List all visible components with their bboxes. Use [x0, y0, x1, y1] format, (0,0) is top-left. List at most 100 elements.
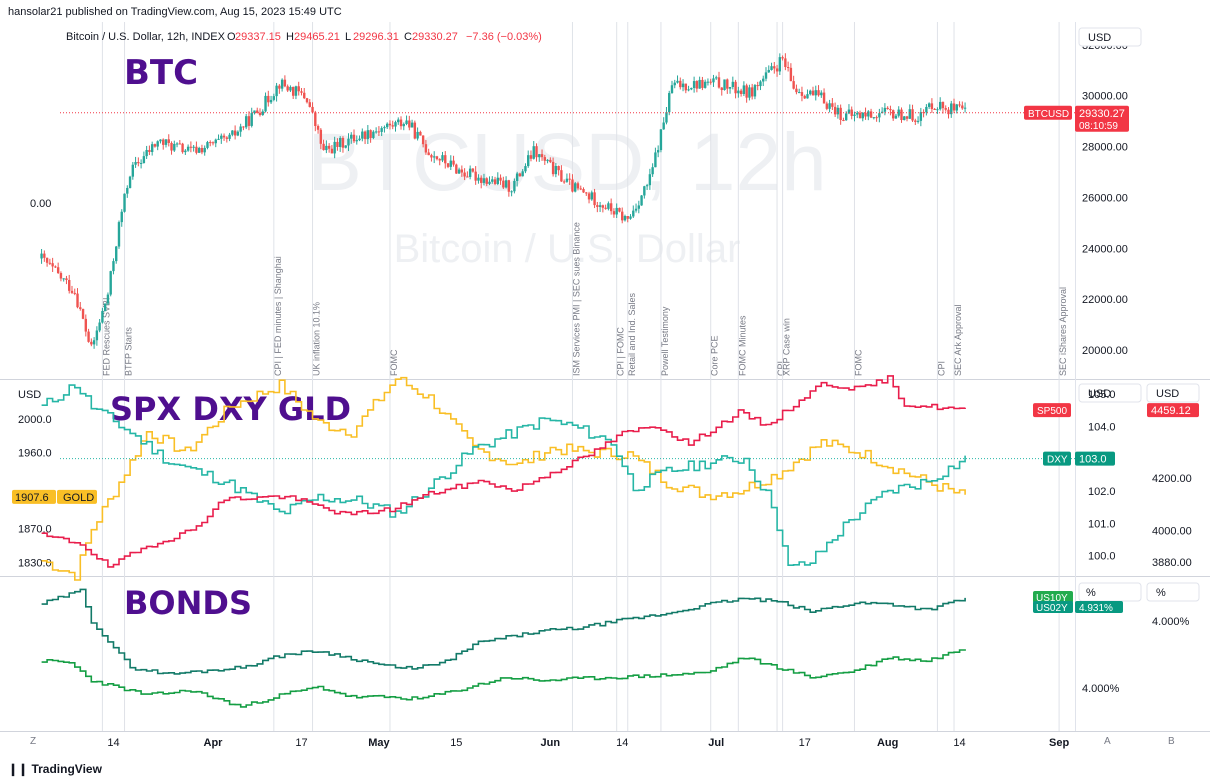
btc-candle [134, 162, 137, 165]
btc-candle [820, 92, 823, 96]
zoom-toggle-button[interactable]: Z [30, 736, 37, 747]
btc-candle [466, 176, 469, 178]
btc-candle [894, 115, 898, 119]
tradingview-logo-text: TradingView [31, 762, 102, 776]
btc-candle [593, 192, 596, 206]
btc-candle [48, 262, 52, 264]
btc-candle [950, 103, 953, 115]
btc-candle [493, 179, 497, 184]
btc-candle [308, 102, 311, 107]
btc-candle [864, 112, 867, 117]
btc-candle [612, 211, 616, 215]
btc-candle [587, 193, 591, 200]
btc-candle [59, 273, 63, 279]
macro-right-tick: 4000.00 [1152, 525, 1192, 537]
btc-candle [883, 107, 887, 112]
ohlc-key: C [404, 31, 412, 43]
us02y-name-tag: US02Y [1036, 603, 1068, 614]
btc-price-tag-box [1075, 105, 1129, 132]
btc-candle [101, 311, 104, 323]
btc-candle [916, 120, 920, 122]
annotation-label: CPI | FOMC [616, 327, 626, 376]
btc-candle [886, 107, 889, 109]
btc-candle [574, 183, 577, 192]
btc-candle [778, 57, 782, 72]
btc-candle [247, 116, 251, 126]
btc-candle [220, 135, 223, 139]
btc-candle [336, 141, 339, 147]
pane-title-macro: SPX DXY GLD [110, 390, 351, 428]
btc-candle [275, 85, 278, 97]
btc-candle [684, 83, 688, 91]
btc-candle [258, 112, 262, 115]
btc-candle [305, 98, 309, 103]
auto-scale-button[interactable]: A [1104, 736, 1111, 747]
btc-candle [391, 125, 394, 127]
btc-candle [170, 142, 173, 151]
btc-candle [963, 107, 967, 109]
btc-candle [720, 87, 723, 91]
annotation-label: ISM Services PMI | SEC sues Binance [571, 222, 581, 376]
btc-candle [709, 81, 712, 83]
btc-candle [256, 110, 259, 113]
btc-candle [814, 90, 817, 96]
btc-candle [676, 80, 679, 83]
btc-candle [518, 173, 522, 177]
btc-candle [513, 180, 516, 192]
btc-candle [200, 147, 204, 153]
tradingview-logo-icon: ❙❙ [8, 762, 32, 776]
btc-candle [806, 94, 809, 99]
us02y-line [41, 588, 966, 675]
btc-candle [444, 155, 447, 164]
btc-candle [629, 216, 632, 219]
btc-price-tag: 29330.27 [1079, 108, 1125, 120]
btc-candle [919, 112, 923, 121]
btc-candle [955, 104, 958, 111]
btc-candle [632, 210, 635, 217]
time-axis-tick: Aug [877, 737, 898, 749]
btc-candle [388, 123, 392, 126]
annotation-label: Core PCE [710, 335, 720, 376]
btc-candle [45, 257, 49, 263]
btc-candle [405, 120, 408, 125]
sp500-name-tag: SP500 [1037, 406, 1067, 417]
btc-candle [695, 81, 699, 89]
btc-candle [867, 111, 870, 117]
time-axis-tick: 14 [616, 737, 628, 749]
btc-candle [502, 180, 505, 188]
btc-candle [833, 106, 837, 115]
btc-candle [209, 142, 212, 144]
gold-line [41, 376, 966, 581]
btc-candle [529, 155, 533, 159]
btc-candle [715, 77, 718, 79]
btc-candle [897, 109, 900, 116]
btc-candle [303, 92, 306, 99]
btc-candle [811, 90, 815, 96]
time-axis-tick: 17 [295, 737, 307, 749]
btc-candle [416, 131, 419, 139]
time-axis-tick: 14 [953, 737, 965, 749]
btc-candle [726, 79, 729, 89]
btc-candle [236, 131, 240, 136]
btc-candle [941, 101, 945, 109]
dxy-price-tag: 103.0 [1079, 454, 1107, 466]
btc-candle [106, 294, 110, 304]
btc-candle [374, 131, 378, 133]
tradingview-logo[interactable]: ❙❙ TradingView [8, 762, 102, 776]
btc-candle [670, 85, 674, 94]
btc-candle [92, 340, 96, 345]
btc-candle [366, 130, 370, 139]
sp500-line [41, 375, 966, 568]
btc-candle [261, 111, 264, 115]
ohlc-key: O [227, 31, 236, 43]
btc-candle [76, 293, 79, 308]
btc-candle [233, 130, 237, 136]
btc-y-tick: 22000.00 [1082, 294, 1128, 306]
btc-candle [319, 129, 323, 144]
btc-candle [856, 112, 859, 115]
base-scale-button[interactable]: B [1168, 736, 1175, 747]
btc-candle [181, 143, 184, 153]
btc-candle [482, 178, 486, 183]
btc-candle [875, 117, 878, 119]
